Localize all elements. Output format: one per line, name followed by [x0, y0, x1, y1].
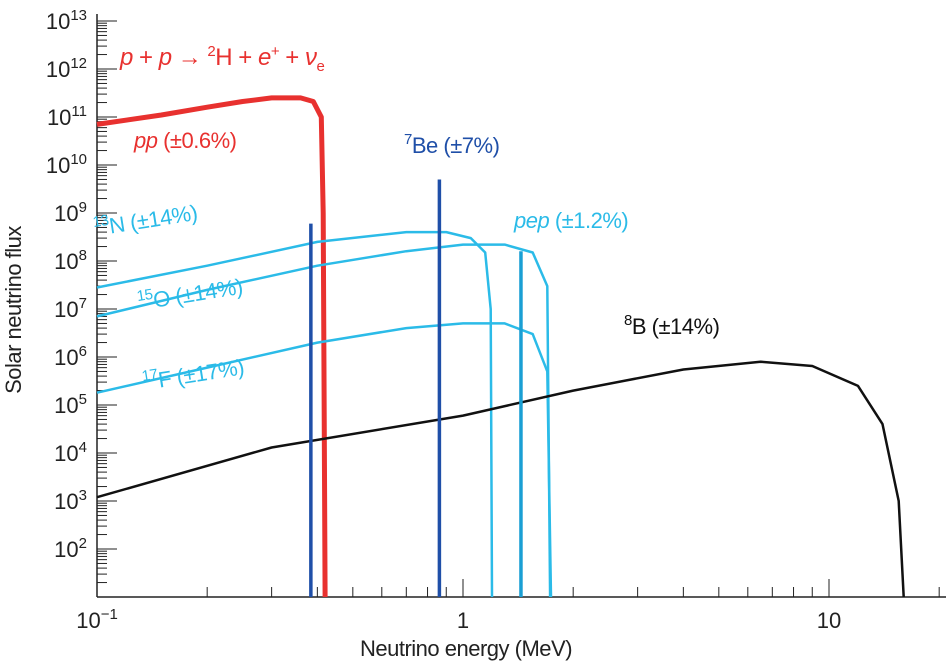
y-tick-label: 105: [54, 391, 87, 418]
x-axis-label: Neutrino energy (MeV): [360, 636, 573, 661]
y-tick-label: 103: [54, 487, 87, 514]
series-13N-spectrum: [96, 230, 494, 598]
x-tick-label: 1: [457, 608, 469, 633]
x-tick-label: 10: [817, 608, 841, 633]
series-pp-spectrum: [96, 95, 328, 598]
y-tick-label: 1012: [46, 55, 87, 82]
series-17F-spectrum: [96, 322, 553, 598]
label-7be: 7Be (±7%): [404, 131, 500, 158]
y-axis-label: Solar neutrino flux: [1, 226, 26, 394]
y-tick-label: 1010: [46, 151, 87, 178]
y-tick-label: 1011: [47, 103, 87, 130]
y-tick-label: 102: [54, 535, 87, 562]
y-tick-label: 104: [54, 439, 87, 466]
label-8b: 8B (±14%): [624, 312, 720, 339]
y-tick-label: 106: [54, 343, 87, 370]
series-8B-spectrum: [96, 360, 905, 598]
label-pep: pep (±1.2%): [514, 208, 629, 233]
x-tick-label: 10−1: [76, 606, 118, 633]
y-tick-label: 109: [54, 199, 87, 226]
y-tick-label: 107: [54, 295, 87, 322]
y-tick-label: 108: [54, 247, 87, 274]
reaction-annotation: p + p → 2H + e+ + νe: [120, 43, 325, 75]
series-15O-spectrum: [96, 243, 552, 598]
y-tick-label: 1013: [46, 7, 87, 34]
label-pp: pp (±0.6%): [134, 128, 237, 153]
